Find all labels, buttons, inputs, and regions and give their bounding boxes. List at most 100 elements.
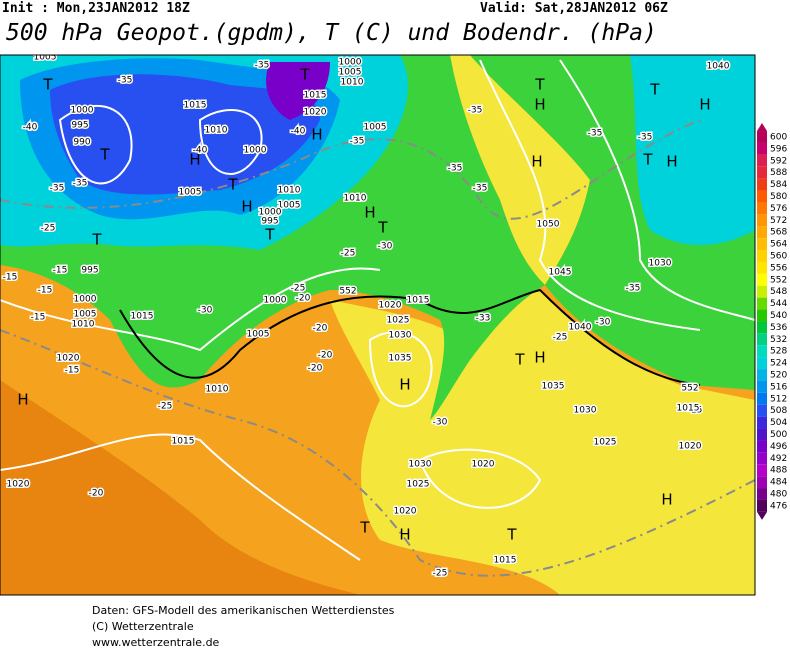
colorbar-label: 592 xyxy=(770,156,787,166)
colorbar-label: 596 xyxy=(770,144,787,154)
contour-label: -35 xyxy=(473,184,488,194)
colorbar-swatch xyxy=(757,380,767,393)
colorbar-label: 512 xyxy=(770,394,787,404)
colorbar-swatch xyxy=(757,273,767,286)
pressure-center-label: T xyxy=(227,176,238,194)
colorbar-swatch xyxy=(757,333,767,346)
colorbar-label: 568 xyxy=(770,228,787,238)
contour-label: 995 xyxy=(81,266,98,276)
colorbar-label: 544 xyxy=(770,299,787,309)
contour-label: -40 xyxy=(193,146,208,156)
contour-label: 1010 xyxy=(344,194,367,204)
contour-label: -25 xyxy=(553,333,568,343)
contour-label: 1005 xyxy=(247,330,270,340)
footer-line: (C) Wetterzentrale xyxy=(92,620,194,633)
contour-label: 1030 xyxy=(389,331,412,341)
isotherm xyxy=(0,329,755,577)
contour-label: 1005 xyxy=(278,201,301,211)
contour-label: -15 xyxy=(688,406,703,416)
contour-label: -35 xyxy=(350,137,365,147)
pressure-center-label: H xyxy=(311,126,322,144)
contour-label: 1025 xyxy=(387,316,410,326)
colorbar-label: 504 xyxy=(770,418,787,428)
pressure-center-label: H xyxy=(534,349,545,367)
contour-label: 995 xyxy=(261,217,278,227)
footer-line: www.wetterzentrale.de xyxy=(92,636,220,648)
colorbar-label: 552 xyxy=(770,275,787,285)
contour-label: 1040 xyxy=(569,323,592,333)
contour-label: 1000 xyxy=(264,296,287,306)
colorbar-label: 496 xyxy=(770,442,787,452)
contour-label: 1025 xyxy=(594,438,617,448)
contour-label: 1005 xyxy=(34,53,57,63)
contour-label: 1050 xyxy=(537,220,560,230)
pressure-center-label: T xyxy=(514,351,525,369)
contour-label: 1020 xyxy=(379,301,402,311)
contour-label: 1035 xyxy=(389,354,412,364)
colorbar-label: 584 xyxy=(770,180,787,190)
pressure-center-label: H xyxy=(531,153,542,171)
colorbar-swatch xyxy=(757,464,767,477)
contour-label: -20 xyxy=(89,489,104,499)
contour-label: 1020 xyxy=(304,108,327,118)
pressure-center-label: H xyxy=(399,376,410,394)
contour-label: -20 xyxy=(296,294,311,304)
contour-label: 1015 xyxy=(304,91,327,101)
colorbar-label: 508 xyxy=(770,406,787,416)
colorbar-label: 556 xyxy=(770,263,787,273)
contour-label: -15 xyxy=(53,266,68,276)
contour-label: 1000 xyxy=(259,208,282,218)
pressure-center-label: T xyxy=(359,519,370,537)
contour xyxy=(0,433,361,561)
pressure-center-label: H xyxy=(661,491,672,509)
contour-label: 1045 xyxy=(549,268,572,278)
contour-label: -35 xyxy=(73,179,88,189)
colorbar-swatch xyxy=(757,261,767,274)
contour-label: -25 xyxy=(341,249,356,259)
contour-label: 1030 xyxy=(649,259,672,269)
pressure-center-label: T xyxy=(42,76,53,94)
contour-label: 1005 xyxy=(179,188,202,198)
pressure-center-label: T xyxy=(642,151,653,169)
warm-region xyxy=(0,380,360,595)
pressure-center-label: H xyxy=(666,153,677,171)
contour-label: 1010 xyxy=(278,186,301,196)
colorbar-label: 560 xyxy=(770,252,787,262)
pressure-center-label: H xyxy=(364,204,375,222)
contour-label: 1015 xyxy=(131,312,154,322)
contour-label: 1010 xyxy=(206,385,229,395)
pressure-center-label: T xyxy=(534,76,545,94)
contour-label: -35 xyxy=(118,76,133,86)
colorbar-swatch xyxy=(757,166,767,179)
pressure-center-label: H xyxy=(189,151,200,169)
contour-label: -35 xyxy=(255,61,270,71)
contour-label: 1030 xyxy=(574,406,597,416)
contour xyxy=(559,59,755,321)
colorbar-swatch xyxy=(757,238,767,251)
footer-line: Daten: GFS-Modell des amerikanischen Wet… xyxy=(92,604,395,617)
pressure-center-label: T xyxy=(506,526,517,544)
colorbar-swatch xyxy=(757,226,767,239)
contour-label: 1010 xyxy=(72,320,95,330)
colorbar-swatch xyxy=(757,202,767,215)
pressure-center-label: H xyxy=(17,391,28,409)
contour xyxy=(418,448,542,509)
colorbar-swatch xyxy=(757,440,767,453)
contour-label: -35 xyxy=(626,284,641,294)
colorbar-swatch xyxy=(757,416,767,429)
pressure-center-label: T xyxy=(649,81,660,99)
contour-label: -25 xyxy=(291,284,306,294)
contour-label: 552 xyxy=(681,384,698,394)
colorbar-label: 500 xyxy=(770,430,787,440)
contour-label: 1010 xyxy=(205,126,228,136)
colorbar-label: 520 xyxy=(770,371,787,381)
contour-label: -25 xyxy=(158,402,173,412)
pressure-center-label: T xyxy=(91,231,102,249)
colorbar-swatch xyxy=(757,190,767,203)
contour-label: 1015 xyxy=(184,101,207,111)
colorbar-swatch xyxy=(757,357,767,370)
contour xyxy=(368,331,433,408)
contour-label: 1000 xyxy=(339,58,362,68)
